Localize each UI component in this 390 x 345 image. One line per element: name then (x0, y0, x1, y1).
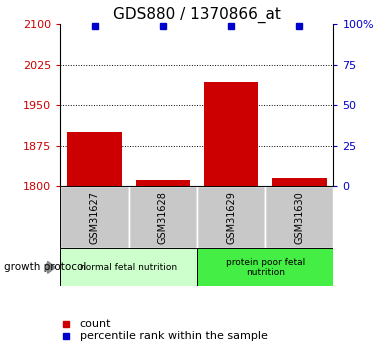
Bar (136, 180, 190, 186)
Bar (272, 178, 327, 186)
Bar (197, 248, 333, 286)
Text: growth protocol: growth protocol (4, 263, 86, 272)
Text: protein poor fetal
nutrition: protein poor fetal nutrition (225, 258, 305, 277)
Text: percentile rank within the sample: percentile rank within the sample (80, 331, 268, 341)
Text: GSM31628: GSM31628 (158, 191, 168, 244)
Text: GSM31629: GSM31629 (226, 191, 236, 244)
Text: GSM31630: GSM31630 (294, 191, 304, 244)
FancyArrow shape (47, 262, 55, 273)
Text: count: count (80, 319, 111, 329)
Text: normal fetal nutrition: normal fetal nutrition (80, 263, 177, 272)
Bar (67, 132, 122, 186)
Title: GDS880 / 1370866_at: GDS880 / 1370866_at (113, 7, 281, 23)
Bar (204, 82, 258, 186)
Text: GSM31627: GSM31627 (90, 191, 99, 244)
Bar (197, 186, 265, 248)
Bar (265, 186, 333, 248)
Bar (60, 186, 129, 248)
Bar (129, 186, 197, 248)
Bar (60, 248, 197, 286)
